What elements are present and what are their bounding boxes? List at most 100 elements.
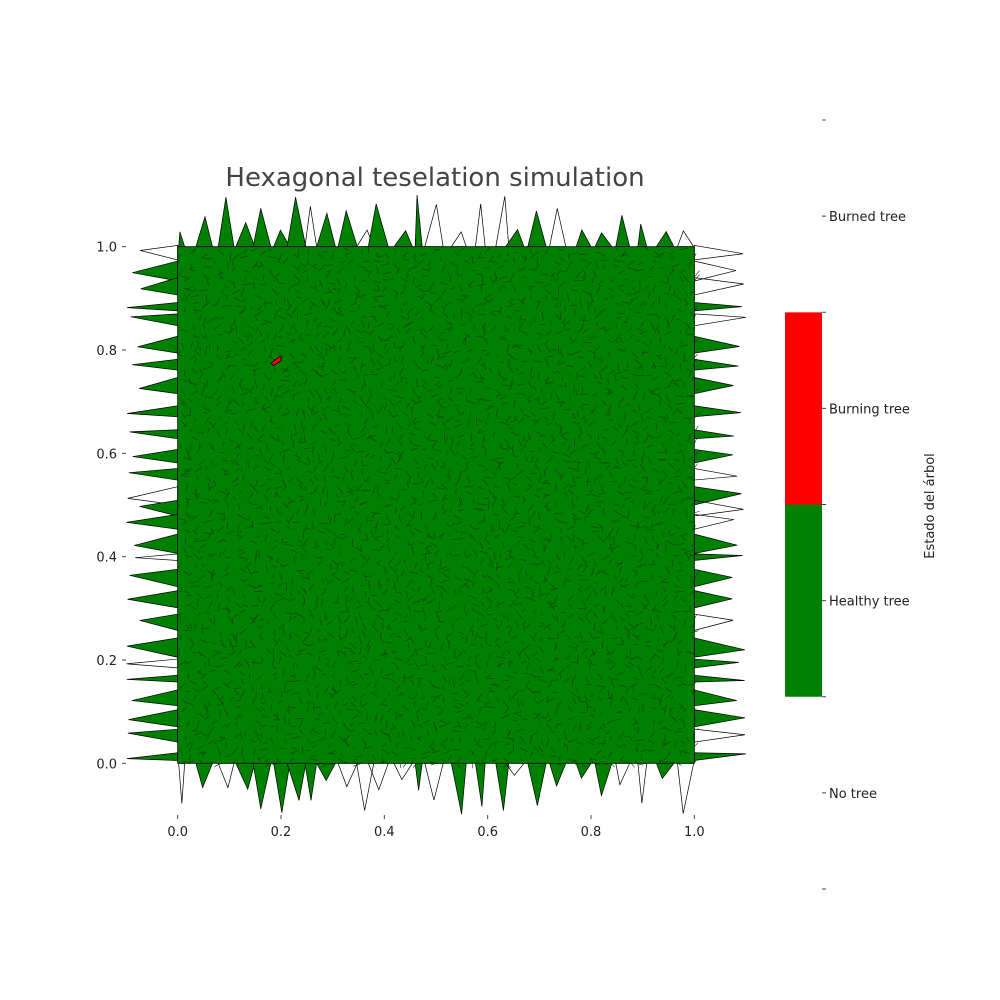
boundary-cell — [655, 230, 675, 248]
boundary-cell — [693, 313, 746, 327]
boundary-cell — [693, 486, 742, 506]
boundary-cell — [178, 762, 186, 804]
boundary-cell — [693, 533, 738, 554]
boundary-cell — [693, 245, 744, 261]
chart-title: Hexagonal teselation simulation — [225, 163, 644, 193]
boundary-cell — [126, 752, 179, 761]
boundary-cell — [693, 358, 739, 371]
boundary-cell — [693, 468, 738, 481]
boundary-cell — [693, 568, 733, 588]
boundary-cell — [132, 260, 179, 282]
boundary-cell — [127, 405, 179, 418]
x-axis: 0.0 0.2 0.4 0.6 0.8 1.0 — [167, 815, 705, 840]
boundary-cell — [693, 449, 733, 464]
boundary-cell — [637, 223, 648, 248]
boundary-cell — [286, 197, 307, 248]
boundary-cell — [527, 210, 547, 248]
forest-region — [177, 246, 695, 764]
boundary-cell — [235, 762, 256, 791]
boundary-cell — [615, 215, 631, 248]
boundary-cell — [135, 553, 179, 561]
boundary-cell — [132, 358, 179, 371]
y-tick-label: 0.2 — [96, 654, 117, 669]
boundary-cell — [693, 335, 740, 354]
boundary-cell — [693, 302, 742, 312]
boundary-cell — [235, 221, 256, 248]
colorbar-title: Estado del árbol — [923, 453, 938, 559]
y-tick-label: 1.0 — [96, 241, 117, 256]
x-tick-label: 0.2 — [271, 825, 292, 840]
colorbar-segment — [785, 312, 822, 505]
boundary-cell — [549, 208, 567, 248]
boundary-cell — [475, 762, 486, 807]
boundary-cell — [594, 232, 613, 248]
boundary-cell — [414, 762, 423, 791]
boundary-cell — [132, 449, 179, 464]
x-tick-label: 0.6 — [477, 825, 498, 840]
boundary-cell — [128, 468, 179, 481]
colorbar-label: Healthy tree — [829, 595, 910, 610]
colorbar-label: No tree — [829, 787, 877, 802]
boundary-cell — [693, 658, 739, 669]
colorbar-segment — [785, 120, 822, 313]
boundary-cell — [693, 637, 745, 658]
boundary-cell — [137, 335, 179, 354]
colorbar-segment — [785, 696, 822, 889]
boundary-cell — [127, 302, 179, 312]
boundary-cell — [693, 752, 747, 761]
boundary-cell — [129, 429, 179, 440]
boundary-cell — [693, 553, 743, 561]
cell-edges — [177, 246, 700, 769]
boundary-cell — [140, 277, 179, 296]
boundary-cell — [495, 762, 510, 811]
boundary-cell — [424, 204, 444, 248]
boundary-cell — [304, 762, 318, 801]
y-tick-label: 0.6 — [96, 447, 117, 462]
boundary-cell — [195, 762, 214, 789]
boundary-cell — [304, 206, 318, 248]
boundary-cell — [693, 377, 734, 395]
boundary-cell — [129, 568, 179, 588]
boundary-cell — [693, 590, 733, 609]
boundary-cell — [677, 762, 695, 814]
boundary-cell — [127, 590, 179, 609]
boundary-cell — [549, 762, 567, 788]
boundary-cell — [273, 762, 291, 813]
y-tick-label: 0.0 — [96, 757, 117, 772]
boundary-cell — [126, 637, 179, 658]
boundary-cell — [414, 195, 423, 248]
colorbar-segment — [785, 504, 822, 697]
boundary-cell — [316, 212, 336, 248]
x-tick-label: 0.0 — [167, 825, 188, 840]
boundary-cell — [655, 762, 675, 780]
boundary-cell — [139, 377, 179, 395]
boundary-cell — [424, 762, 444, 801]
boundary-cell — [131, 689, 179, 707]
boundary-cell — [393, 229, 413, 248]
boundary-cell — [676, 230, 695, 248]
boundary-cell — [693, 674, 745, 683]
boundary-cell — [126, 674, 179, 683]
boundary-cell — [693, 728, 746, 743]
boundary-cell — [139, 613, 179, 631]
x-tick-label: 1.0 — [684, 825, 705, 840]
boundary-cell — [217, 197, 235, 248]
boundary-cell — [128, 709, 179, 728]
x-tick-label: 0.8 — [581, 825, 602, 840]
boundary-cell — [393, 762, 414, 781]
boundary-cell — [693, 277, 744, 296]
boundary-cell — [134, 533, 179, 554]
boundary-cell — [693, 260, 736, 282]
boundary-cell — [527, 762, 547, 806]
y-tick-label: 0.4 — [96, 551, 117, 566]
boundary-cell — [693, 613, 734, 631]
boundary-cell — [475, 203, 486, 248]
boundary-cell — [217, 762, 235, 789]
boundary-cell — [575, 229, 592, 248]
boundary-cell — [450, 762, 467, 815]
boundary-cell — [252, 208, 272, 248]
burning-tree-cell — [270, 355, 283, 366]
boundary-cell — [495, 196, 510, 248]
boundary-cell — [637, 762, 648, 804]
